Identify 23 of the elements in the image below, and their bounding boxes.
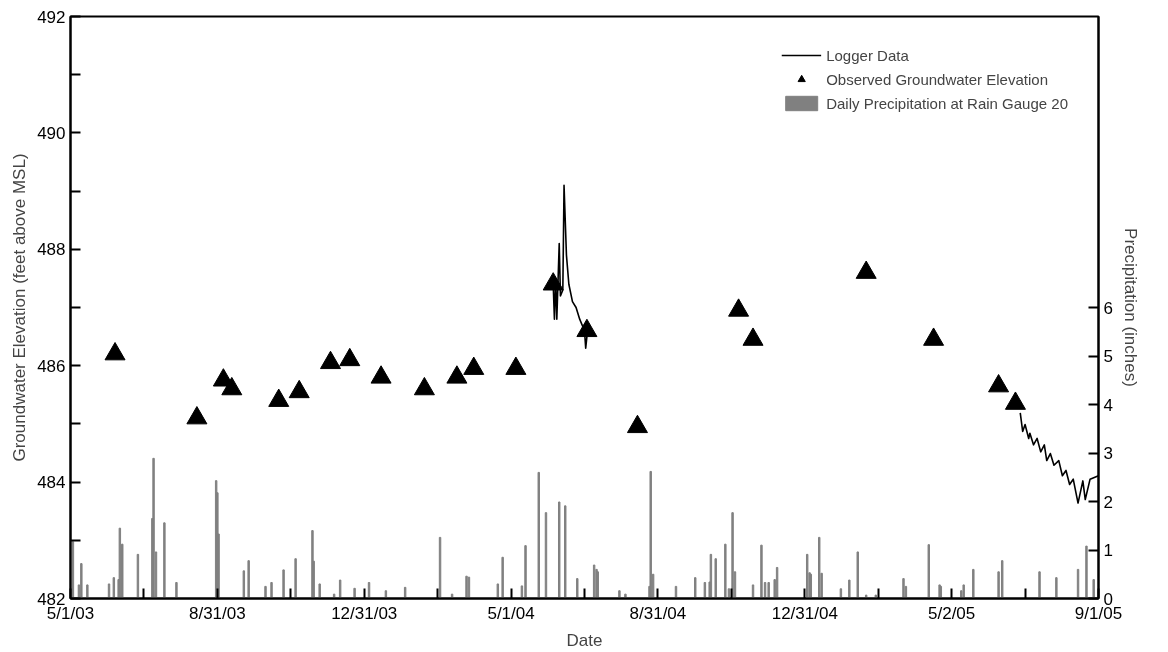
legend-label: Daily Precipitation at Rain Gauge 20 [826, 94, 1068, 112]
x-tick-label: 8/31/03 [189, 603, 246, 623]
legend-label: Logger Data [826, 46, 909, 64]
y-tick-label: 492 [37, 7, 66, 27]
x-tick-label: 12/31/04 [771, 603, 838, 623]
x-axis-title: Date [566, 630, 603, 650]
y-axis-title: Groundwater Elevation (feet above MSL) [10, 153, 30, 462]
y-tick-label: 484 [37, 473, 66, 493]
y2-tick-label: 2 [1103, 492, 1113, 512]
y2-tick-label: 1 [1103, 541, 1113, 560]
y2-tick-label: 4 [1103, 395, 1113, 415]
x-tick-label: 8/31/04 [629, 603, 687, 623]
y-tick-label: 486 [37, 356, 66, 376]
x-tick-label: 5/1/04 [487, 603, 535, 623]
x-tick-label: 5/2/05 [928, 603, 976, 623]
y2-axis-title: Precipitation (inches) [1120, 228, 1140, 387]
y2-tick-label: 6 [1103, 298, 1113, 318]
y-tick-label: 488 [37, 240, 66, 260]
legend-label: Observed Groundwater Elevation [826, 70, 1048, 88]
y2-tick-label: 5 [1103, 347, 1113, 366]
y-tick-label: 490 [37, 123, 66, 143]
x-tick-label: 12/31/03 [331, 603, 398, 623]
y2-tick-label: 3 [1103, 444, 1113, 463]
